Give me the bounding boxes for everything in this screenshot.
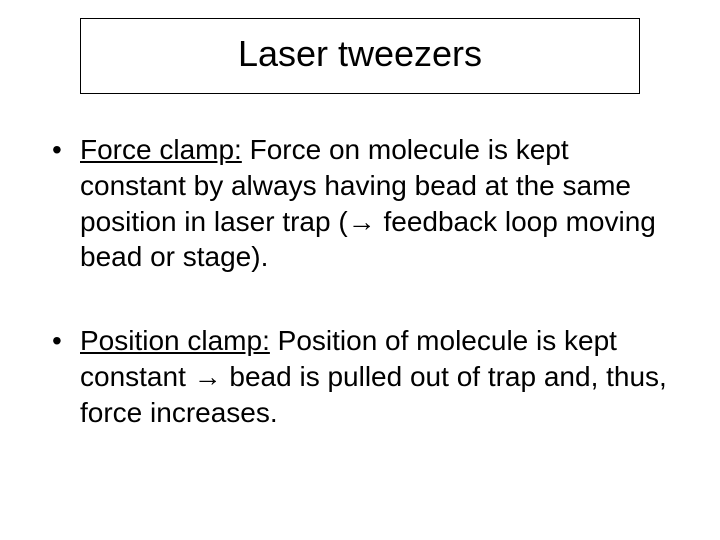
bullet-body: Force clamp: Force on molecule is kept c… (80, 132, 672, 275)
bullet-body: Position clamp: Position of molecule is … (80, 323, 672, 430)
title-container: Laser tweezers (80, 18, 640, 94)
list-item: • Force clamp: Force on molecule is kept… (52, 132, 672, 275)
page-title: Laser tweezers (91, 33, 629, 75)
list-item: • Position clamp: Position of molecule i… (52, 323, 672, 430)
bullet-icon: • (52, 323, 80, 430)
term-label: Force clamp: (80, 134, 242, 165)
term-label: Position clamp: (80, 325, 270, 356)
content-area: • Force clamp: Force on molecule is kept… (18, 94, 702, 431)
bullet-icon: • (52, 132, 80, 275)
